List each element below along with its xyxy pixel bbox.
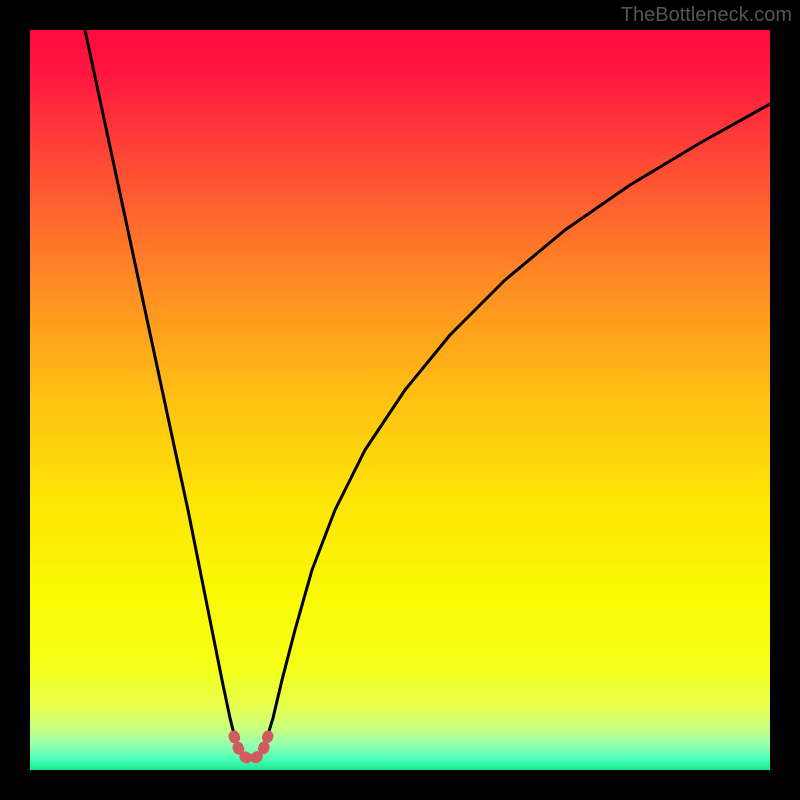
curve-layer bbox=[30, 30, 770, 770]
dotted-minimum bbox=[234, 736, 268, 760]
bottleneck-curve-left bbox=[85, 30, 235, 738]
watermark-text: TheBottleneck.com bbox=[621, 4, 792, 27]
bottleneck-curve-right bbox=[267, 104, 770, 738]
plot-area bbox=[30, 30, 770, 770]
